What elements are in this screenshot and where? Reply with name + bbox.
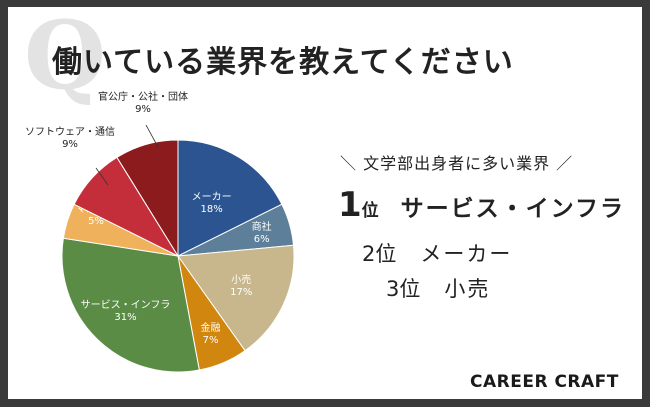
rank-3-suffix: 位 <box>399 277 421 301</box>
slice-percent: 17% <box>230 287 252 298</box>
slice-label: サービス・インフラ <box>81 299 171 311</box>
rank-1: 1位 サービス・インフラ <box>338 185 625 225</box>
rank-1-number: 1 <box>338 185 362 225</box>
leader-line <box>145 124 159 148</box>
slice-percent: 9% <box>135 104 151 115</box>
slice-percent: 9% <box>62 139 78 150</box>
q-watermark: Q <box>24 7 106 111</box>
rank-3-industry: 小売 <box>444 277 491 301</box>
rank-3: 3位 小売 <box>386 273 490 303</box>
slice-label: メーカー <box>192 191 232 203</box>
slice-percent: 31% <box>114 312 136 323</box>
slice-label: ソフトウェア・通信 <box>25 126 115 138</box>
pie-slice <box>177 244 295 352</box>
rank-2-suffix: 位 <box>375 242 397 266</box>
rank-3-number: 3 <box>386 277 400 301</box>
rank-2-industry: メーカー <box>420 242 513 266</box>
pie-slice <box>177 139 283 257</box>
slice-label: 商社 <box>252 220 272 233</box>
slice-label: 金融 <box>201 321 221 334</box>
rank-2: 2位 メーカー <box>362 238 512 268</box>
leader-line <box>95 167 109 186</box>
slice-percent: 5% <box>88 216 104 227</box>
summary-heading: ＼ 文学部出身者に多い業界 ／ <box>340 154 574 173</box>
slice-percent: 18% <box>200 204 222 215</box>
slice-percent: 6% <box>254 234 270 245</box>
pie-slice <box>116 139 179 258</box>
pie-chart: メーカー18%商社6%小売17%金融7%サービス・インフラ31%マスコミ5%ソフ… <box>25 90 295 373</box>
slice-percent: 7% <box>203 335 219 346</box>
rank-2-number: 2 <box>362 242 376 266</box>
rank-1-industry: サービス・インフラ <box>400 196 625 222</box>
slice-label: 官公庁・公社・団体 <box>98 90 188 103</box>
question-title: 働いている業界を教えてください <box>52 45 514 80</box>
slice-label: 小売 <box>231 273 251 286</box>
pie-slice <box>61 237 200 373</box>
infographic-card: Q 働いている業界を教えてください メーカー 18% 商社 6% 小売 17% 金融 7% サー… <box>8 7 642 399</box>
rank-1-suffix: 位 <box>361 201 379 221</box>
brand-logo: CAREER CRAFT <box>470 372 619 392</box>
